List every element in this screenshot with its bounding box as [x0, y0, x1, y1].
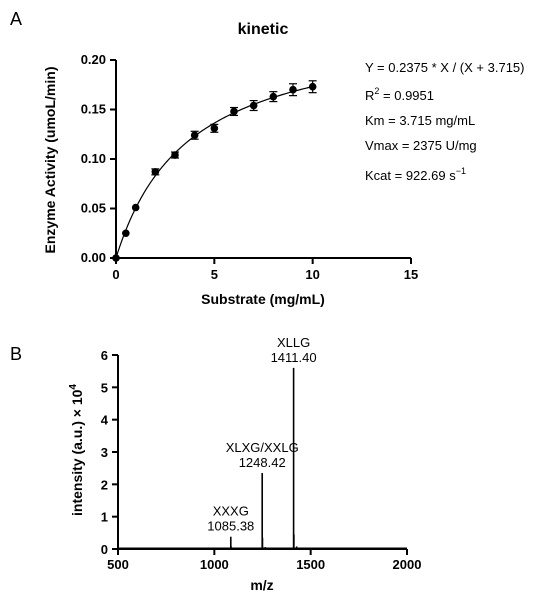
- peak-mz-label: 1248.42: [239, 455, 286, 470]
- peak-name-label: XLLG: [277, 335, 310, 350]
- panel-label-b: B: [10, 344, 22, 364]
- x-tick-label: 2000: [393, 557, 422, 572]
- x-tick-label: 10: [305, 267, 319, 282]
- fit-curve: [115, 85, 313, 259]
- x-tick-label: 1000: [200, 557, 229, 572]
- data-point: [289, 85, 297, 94]
- spectrum-y-axis-title: intensity (a.u.) × 104: [68, 384, 85, 516]
- y-tick-label: 1: [101, 510, 108, 525]
- kinetic-data-points: [112, 80, 317, 262]
- y-tick-label: 2: [101, 477, 108, 492]
- r-squared-sup: 2: [374, 86, 379, 96]
- data-point: [171, 151, 179, 159]
- y-axis-title: Enzyme Activity (umoL/min): [42, 67, 58, 254]
- spectrum-y-axis-prefix: intensity (a.u.) × 10: [69, 389, 85, 516]
- kinetic-chart: kinetic 0 5 10 15 0.00 0.05 0.10 0.15 0.20 Subst…: [42, 21, 524, 307]
- y-tick-label: 0.20: [81, 52, 106, 67]
- x-tick-label: 15: [404, 267, 418, 282]
- kinetic-fit-curve: [115, 85, 313, 259]
- kcat-sup: −1: [456, 166, 466, 176]
- vmax-value: Vmax = 2375 U/mg: [365, 138, 477, 153]
- data-point: [249, 101, 258, 110]
- spectrum-y-axis-sup: 4: [68, 384, 79, 390]
- data-point: [308, 82, 317, 91]
- peak-mz-label: 1411.40: [271, 350, 317, 365]
- r-squared-prefix: R: [365, 88, 374, 103]
- x-tick-label: 500: [107, 557, 129, 572]
- kcat-value: Kcat = 922.69 s−1: [365, 166, 466, 183]
- peak-mz-label: 1085.38: [207, 519, 254, 534]
- fit-equation: Y = 0.2375 * X / (X + 3.715): [365, 60, 524, 75]
- data-point: [122, 229, 130, 238]
- spectrum-x-axis-title: m/z: [250, 577, 273, 593]
- kinetic-axes: 0 5 10 15 0.00 0.05 0.10 0.15 0.20: [81, 52, 419, 282]
- r-squared-value: = 0.9951: [379, 88, 434, 103]
- peak-name-label: XXXG: [213, 504, 249, 519]
- data-point: [131, 203, 140, 212]
- y-tick-label: 0.00: [81, 250, 106, 265]
- spectrum-peaks: [118, 367, 407, 549]
- x-tick-label: 5: [211, 267, 218, 282]
- x-tick-label: 1500: [296, 557, 325, 572]
- y-tick-label: 0.15: [81, 102, 106, 117]
- data-point: [210, 124, 219, 133]
- kcat-prefix: Kcat = 922.69 s: [365, 168, 456, 183]
- y-tick-label: 4: [101, 413, 109, 428]
- data-point: [230, 107, 238, 116]
- data-point: [112, 254, 120, 262]
- data-point: [151, 168, 160, 176]
- data-point: [269, 92, 278, 101]
- r-squared: R2 = 0.9951: [365, 86, 434, 103]
- y-tick-label: 3: [101, 445, 108, 460]
- panel-label-a: A: [10, 9, 22, 29]
- y-tick-label: 6: [101, 348, 108, 363]
- chart-title: kinetic: [238, 21, 289, 38]
- y-tick-label: 0.10: [81, 151, 106, 166]
- y-tick-label: 5: [101, 380, 108, 395]
- data-point: [190, 131, 199, 140]
- x-axis-title: Substrate (mg/mL): [201, 291, 325, 307]
- y-tick-label: 0.05: [81, 201, 106, 216]
- km-value: Km = 3.715 mg/mL: [365, 113, 475, 128]
- peak-name-label: XLXG/XXLG: [226, 440, 299, 455]
- x-tick-label: 0: [112, 267, 119, 282]
- y-tick-label: 0: [101, 542, 108, 557]
